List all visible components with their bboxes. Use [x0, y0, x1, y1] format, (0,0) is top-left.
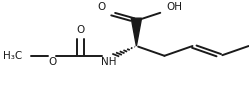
Text: OH: OH [167, 2, 183, 12]
Text: H₃C: H₃C [2, 51, 22, 61]
Polygon shape [131, 18, 141, 46]
Text: NH: NH [100, 57, 116, 67]
Text: O: O [76, 25, 84, 35]
Text: O: O [98, 2, 106, 12]
Text: O: O [48, 57, 56, 67]
